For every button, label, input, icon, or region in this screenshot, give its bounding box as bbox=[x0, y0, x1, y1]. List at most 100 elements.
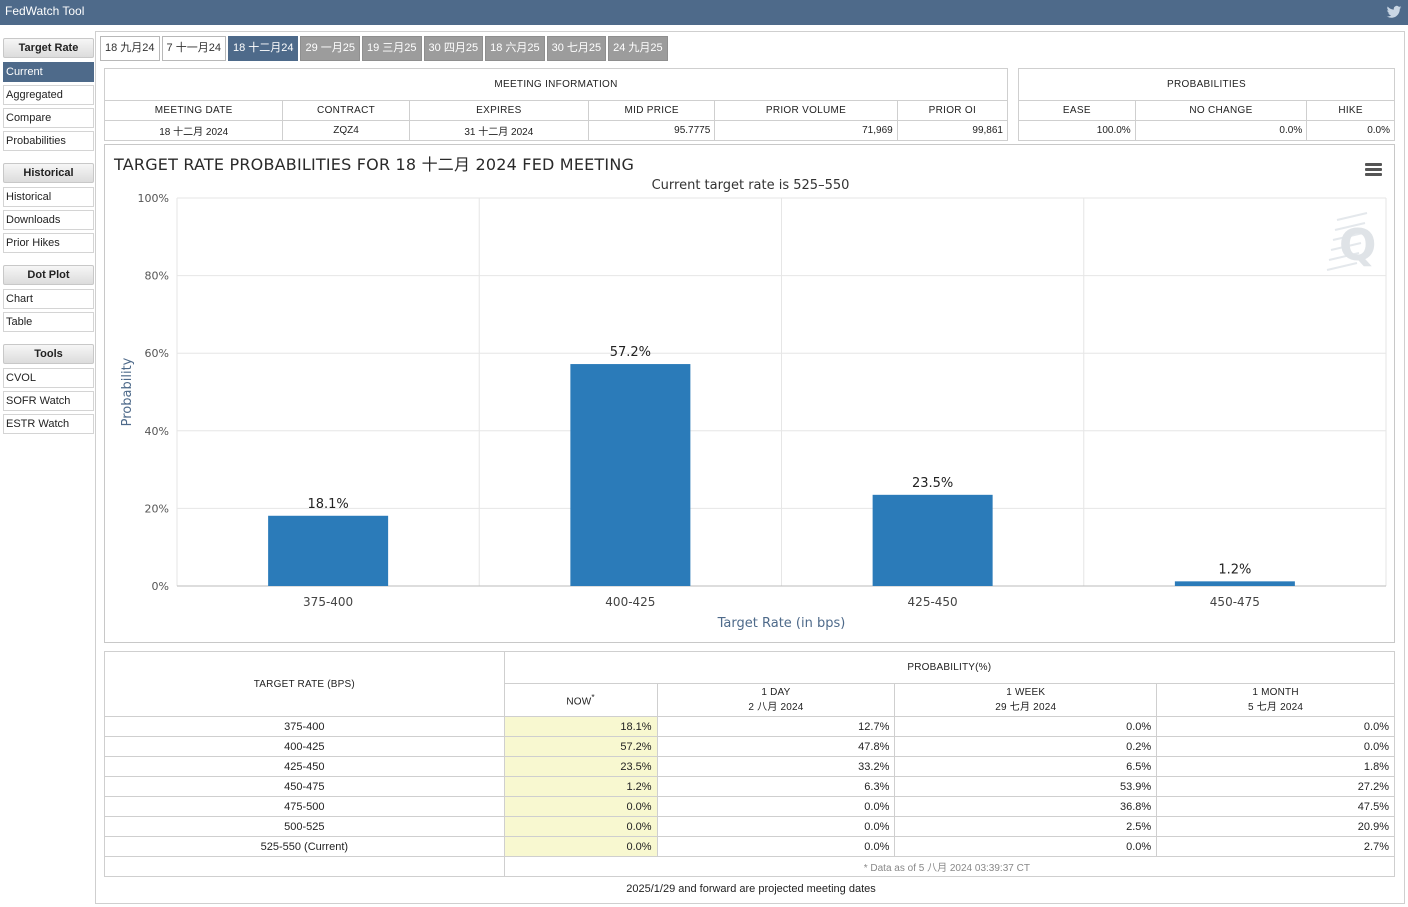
meeting-tab[interactable]: 18 十二月24 bbox=[227, 36, 299, 61]
y-tick-label: 60% bbox=[145, 347, 169, 360]
bar bbox=[570, 364, 691, 586]
meeting-info-value: 18 十二月 2024 bbox=[103, 120, 284, 141]
rate-cell: 375-400 bbox=[104, 716, 505, 737]
x-axis-title: Target Rate (in bps) bbox=[717, 616, 846, 631]
sidebar-item-compare[interactable]: Compare bbox=[3, 108, 94, 128]
meeting-tab[interactable]: 18 九月24 bbox=[100, 36, 160, 61]
bar-data-label: 18.1% bbox=[307, 497, 348, 512]
bar-data-label: 23.5% bbox=[912, 476, 953, 491]
rate-cell: 475-500 bbox=[104, 796, 505, 817]
now-cell: 0.0% bbox=[503, 836, 658, 857]
sidebar-item-historical[interactable]: Historical bbox=[3, 187, 94, 207]
now-cell: 18.1% bbox=[503, 716, 658, 737]
x-tick-label: 400-425 bbox=[605, 595, 655, 609]
sidebar-section-header: Historical bbox=[3, 163, 94, 183]
probabilities-caption: PROBABILITIES bbox=[1018, 68, 1395, 101]
now-cell: 23.5% bbox=[503, 756, 658, 777]
now-cell: 0.0% bbox=[503, 796, 658, 817]
period-column-header: 1 DAY 2 八月 2024 bbox=[656, 683, 896, 717]
projected-dates-note: 2025/1/29 and forward are projected meet… bbox=[626, 883, 876, 895]
chart-menu-icon[interactable] bbox=[1365, 163, 1382, 177]
period-date: 2 八月 2024 bbox=[748, 702, 804, 713]
sidebar-section-header: Target Rate bbox=[3, 38, 94, 58]
rate-column-header: TARGET RATE (BPS) bbox=[104, 651, 505, 717]
y-tick-label: 80% bbox=[145, 270, 169, 283]
meeting-info-header: EXPIRES bbox=[408, 100, 590, 121]
probabilities-value: 0.0% bbox=[1306, 120, 1395, 141]
now-cell: 1.2% bbox=[503, 776, 658, 797]
period-date: 29 七月 2024 bbox=[995, 702, 1057, 713]
meeting-tab[interactable]: 18 六月25 bbox=[485, 36, 545, 61]
table-row: 425-450 23.5% 33.2% 6.5% 1.8% bbox=[104, 756, 1395, 777]
sidebar-item-current[interactable]: Current bbox=[3, 62, 94, 82]
period-label: 1 WEEK bbox=[1006, 687, 1046, 698]
week-cell: 53.9% bbox=[894, 776, 1158, 797]
data-timestamp-note: * Data as of 5 八月 2024 03:39:37 CT bbox=[503, 856, 1396, 877]
main-panel: 18 九月24 7 十一月24 18 十二月24 29 一月25 19 三月25 30 四… bbox=[95, 31, 1405, 904]
meeting-info-header: PRIOR VOLUME bbox=[714, 100, 898, 121]
meeting-tab[interactable]: 30 四月25 bbox=[423, 36, 484, 61]
table-row: 500-525 0.0% 0.0% 2.5% 20.9% bbox=[104, 816, 1395, 837]
month-cell: 0.0% bbox=[1156, 716, 1395, 737]
month-cell: 27.2% bbox=[1156, 776, 1395, 797]
table-row: 475-500 0.0% 0.0% 36.8% 47.5% bbox=[104, 796, 1395, 817]
probabilities-header: HIKE bbox=[1306, 100, 1395, 121]
probabilities-header: EASE bbox=[1018, 100, 1136, 121]
sidebar-gap bbox=[3, 256, 94, 265]
meeting-tab[interactable]: 29 一月25 bbox=[300, 36, 361, 61]
month-cell: 2.7% bbox=[1156, 836, 1395, 857]
probability-column-header: PROBABILITY(%) bbox=[503, 651, 1396, 684]
period-label: 1 DAY bbox=[761, 687, 791, 698]
y-tick-label: 40% bbox=[145, 425, 169, 438]
sidebar-section-header: Tools bbox=[3, 344, 94, 364]
probabilities-value: 100.0% bbox=[1018, 120, 1136, 141]
sidebar-item-probabilities[interactable]: Probabilities bbox=[3, 131, 94, 151]
week-cell: 2.5% bbox=[894, 816, 1158, 837]
week-cell: 36.8% bbox=[894, 796, 1158, 817]
x-tick-label: 375-400 bbox=[303, 595, 353, 609]
period-column-header: 1 WEEK 29 七月 2024 bbox=[894, 683, 1158, 717]
meeting-info-value: 31 十二月 2024 bbox=[408, 120, 590, 141]
probabilities-value: 0.0% bbox=[1134, 120, 1308, 141]
meeting-info-value: 71,969 bbox=[714, 120, 898, 141]
now-column-header: NOW* bbox=[503, 683, 658, 717]
meeting-tabs: 18 九月24 7 十一月24 18 十二月24 29 一月25 19 三月25 30 四… bbox=[100, 36, 668, 61]
week-cell: 0.0% bbox=[894, 836, 1158, 857]
chart-panel: TARGET RATE PROBABILITIES FOR 18 十二月 202… bbox=[104, 144, 1395, 643]
sidebar-item-table[interactable]: Table bbox=[3, 312, 94, 332]
rate-cell: 525-550 (Current) bbox=[104, 836, 505, 857]
day-cell: 47.8% bbox=[656, 736, 896, 757]
app-title: FedWatch Tool bbox=[5, 4, 85, 18]
day-cell: 0.0% bbox=[656, 816, 896, 837]
x-tick-label: 425-450 bbox=[908, 595, 958, 609]
sidebar-item-prior-hikes[interactable]: Prior Hikes bbox=[3, 233, 94, 253]
sidebar-item-sofr-watch[interactable]: SOFR Watch bbox=[3, 391, 94, 411]
sidebar-item-downloads[interactable]: Downloads bbox=[3, 210, 94, 230]
meeting-tab[interactable]: 30 七月25 bbox=[546, 36, 607, 61]
svg-text:Q: Q bbox=[1339, 220, 1376, 271]
rate-cell: 450-475 bbox=[104, 776, 505, 797]
bar bbox=[872, 494, 993, 586]
sidebar-item-aggregated[interactable]: Aggregated bbox=[3, 85, 94, 105]
sidebar-gap bbox=[3, 335, 94, 344]
sidebar-item-cvol[interactable]: CVOL bbox=[3, 368, 94, 388]
period-label: 1 MONTH bbox=[1252, 687, 1299, 698]
sidebar-item-estr-watch[interactable]: ESTR Watch bbox=[3, 414, 94, 434]
rate-cell: 425-450 bbox=[104, 756, 505, 777]
meeting-info-value: 95.7775 bbox=[588, 120, 716, 141]
sidebar-gap bbox=[3, 154, 94, 163]
x-tick-label: 450-475 bbox=[1210, 595, 1260, 609]
meeting-tab[interactable]: 7 十一月24 bbox=[161, 36, 226, 61]
meeting-tab[interactable]: 24 九月25 bbox=[608, 36, 668, 61]
chart-title: TARGET RATE PROBABILITIES FOR 18 十二月 202… bbox=[114, 155, 635, 174]
data-note-row: * Data as of 5 八月 2024 03:39:37 CT bbox=[104, 856, 1396, 877]
meeting-tab[interactable]: 19 三月25 bbox=[362, 36, 422, 61]
bar bbox=[268, 515, 389, 586]
day-cell: 12.7% bbox=[656, 716, 896, 737]
month-cell: 1.8% bbox=[1156, 756, 1395, 777]
meeting-info-header: MID PRICE bbox=[588, 100, 716, 121]
twitter-icon[interactable] bbox=[1386, 4, 1402, 20]
sidebar-item-chart[interactable]: Chart bbox=[3, 289, 94, 309]
week-cell: 6.5% bbox=[894, 756, 1158, 777]
meeting-info-value: ZQZ4 bbox=[282, 120, 410, 141]
